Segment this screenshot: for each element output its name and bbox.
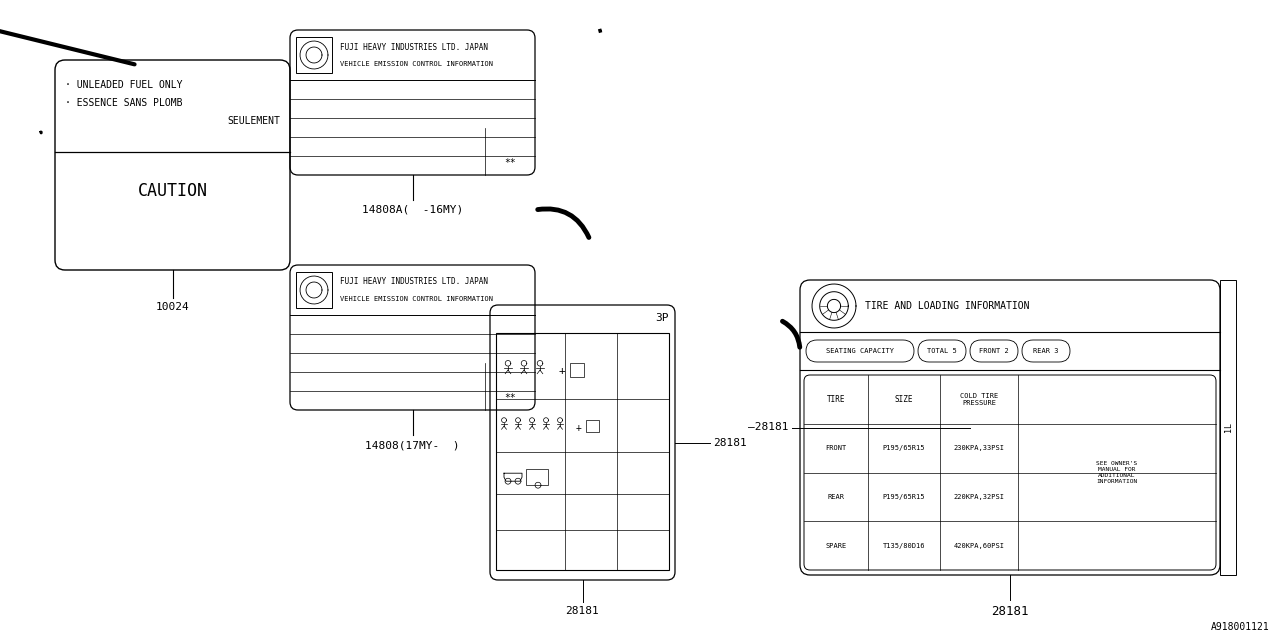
Text: 14808(17MY-  ): 14808(17MY- ) bbox=[365, 440, 460, 450]
Text: —28181: —28181 bbox=[748, 422, 788, 433]
Text: REAR 3: REAR 3 bbox=[1033, 348, 1059, 354]
Text: SEULEMENT: SEULEMENT bbox=[227, 116, 280, 126]
Text: TIRE: TIRE bbox=[827, 395, 845, 404]
Text: COLD TIRE
PRESSURE: COLD TIRE PRESSURE bbox=[960, 393, 998, 406]
Text: FRONT: FRONT bbox=[826, 445, 846, 451]
Text: T135/80D16: T135/80D16 bbox=[883, 543, 925, 548]
Bar bbox=[296, 272, 332, 308]
Text: P195/65R15: P195/65R15 bbox=[883, 445, 925, 451]
Bar bbox=[570, 364, 584, 378]
Text: 28181: 28181 bbox=[991, 605, 1029, 618]
Text: 10024: 10024 bbox=[156, 302, 189, 312]
Text: SEATING CAPACITY: SEATING CAPACITY bbox=[826, 348, 893, 354]
Text: 1L: 1L bbox=[1224, 422, 1233, 433]
Text: **: ** bbox=[504, 393, 516, 403]
Text: A918001121: A918001121 bbox=[1211, 622, 1270, 632]
Text: +: + bbox=[576, 423, 582, 433]
Text: 230KPA,33PSI: 230KPA,33PSI bbox=[954, 445, 1005, 451]
Bar bbox=[296, 37, 332, 73]
Text: FUJI HEAVY INDUSTRIES LTD. JAPAN: FUJI HEAVY INDUSTRIES LTD. JAPAN bbox=[340, 278, 488, 287]
Text: · ESSENCE SANS PLOMB: · ESSENCE SANS PLOMB bbox=[65, 98, 183, 108]
Text: VEHICLE EMISSION CONTROL INFORMATION: VEHICLE EMISSION CONTROL INFORMATION bbox=[340, 61, 493, 67]
Bar bbox=[526, 469, 548, 485]
Text: SIZE: SIZE bbox=[895, 395, 913, 404]
Text: SEE OWNER'S
MANUAL FOR
ADDITIONAL
INFORMATION: SEE OWNER'S MANUAL FOR ADDITIONAL INFORM… bbox=[1097, 461, 1138, 484]
Text: 420KPA,60PSI: 420KPA,60PSI bbox=[954, 543, 1005, 548]
Text: 220KPA,32PSI: 220KPA,32PSI bbox=[954, 494, 1005, 500]
Bar bbox=[586, 420, 599, 432]
Text: +: + bbox=[559, 366, 566, 376]
Text: FUJI HEAVY INDUSTRIES LTD. JAPAN: FUJI HEAVY INDUSTRIES LTD. JAPAN bbox=[340, 42, 488, 51]
Text: VEHICLE EMISSION CONTROL INFORMATION: VEHICLE EMISSION CONTROL INFORMATION bbox=[340, 296, 493, 302]
Text: SPARE: SPARE bbox=[826, 543, 846, 548]
Bar bbox=[497, 333, 669, 570]
Bar bbox=[1220, 280, 1236, 575]
Text: 28181: 28181 bbox=[713, 438, 746, 447]
Text: P195/65R15: P195/65R15 bbox=[883, 494, 925, 500]
Text: TIRE AND LOADING INFORMATION: TIRE AND LOADING INFORMATION bbox=[865, 301, 1029, 311]
Text: CAUTION: CAUTION bbox=[137, 182, 207, 200]
Text: 28181: 28181 bbox=[566, 606, 599, 616]
Text: FRONT 2: FRONT 2 bbox=[979, 348, 1009, 354]
Text: REAR: REAR bbox=[827, 494, 845, 500]
Text: TOTAL 5: TOTAL 5 bbox=[927, 348, 957, 354]
Text: · UNLEADED FUEL ONLY: · UNLEADED FUEL ONLY bbox=[65, 80, 183, 90]
Text: **: ** bbox=[504, 158, 516, 168]
Text: 14808A(  -16MY): 14808A( -16MY) bbox=[362, 205, 463, 215]
Text: 3P: 3P bbox=[655, 313, 669, 323]
